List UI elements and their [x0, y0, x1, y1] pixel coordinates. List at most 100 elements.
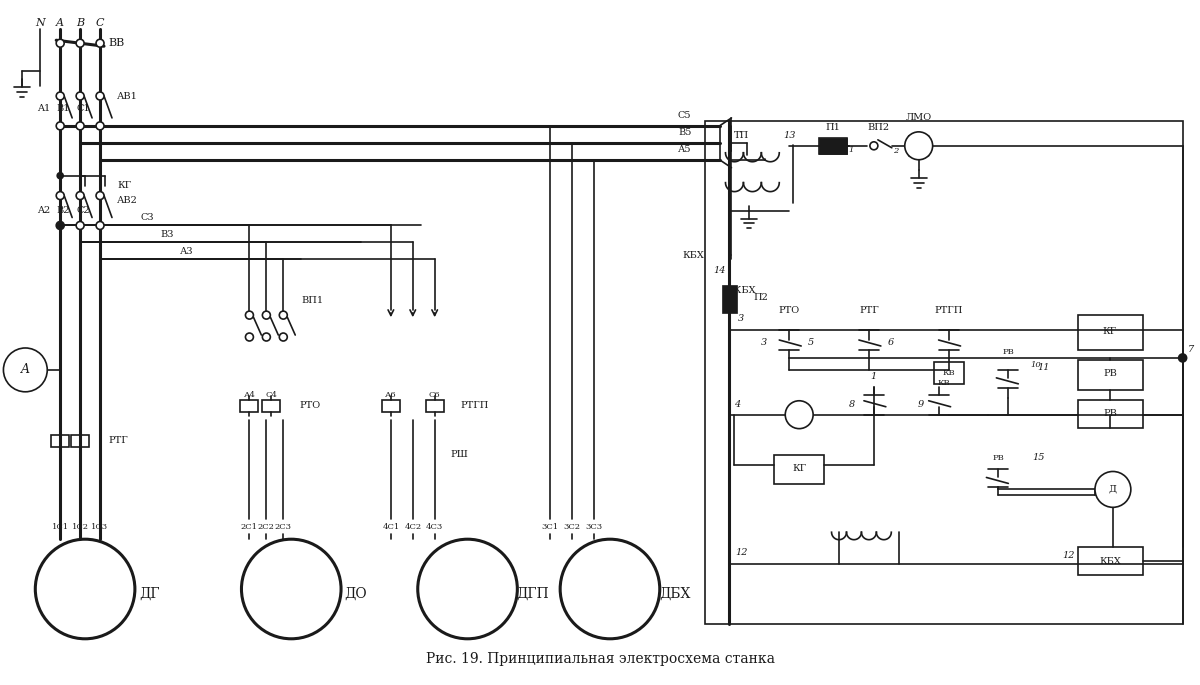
Text: —КБХ: —КБХ	[725, 286, 756, 295]
Text: С3: С3	[140, 213, 154, 222]
Text: КВ: КВ	[937, 379, 950, 387]
Circle shape	[76, 192, 84, 199]
Bar	[52, 434, 70, 447]
Circle shape	[4, 348, 47, 392]
Text: 1С1: 1С1	[52, 523, 68, 532]
Text: КГ: КГ	[792, 464, 806, 473]
Text: 1: 1	[871, 373, 877, 382]
Text: А5: А5	[678, 145, 691, 154]
Text: 4С3: 4С3	[426, 523, 443, 532]
Circle shape	[35, 539, 134, 639]
Text: 8: 8	[848, 400, 856, 409]
Circle shape	[96, 39, 104, 47]
Text: A: A	[56, 18, 64, 28]
Circle shape	[56, 92, 64, 100]
Text: A1: A1	[37, 104, 50, 114]
Text: РТГП: РТГП	[935, 306, 962, 314]
Text: 14: 14	[713, 266, 726, 275]
Text: 2: 2	[893, 147, 899, 155]
Text: A: A	[20, 363, 30, 376]
Text: C2: C2	[77, 206, 90, 215]
Text: 10: 10	[1031, 361, 1042, 369]
Text: 2С2: 2С2	[258, 523, 275, 532]
Circle shape	[246, 311, 253, 319]
Text: B2: B2	[56, 206, 70, 215]
Text: КБХ: КБХ	[1099, 557, 1121, 566]
Text: 13: 13	[782, 132, 796, 140]
Text: КГ: КГ	[116, 181, 131, 190]
Circle shape	[56, 39, 64, 47]
Text: А6: А6	[385, 390, 397, 399]
Circle shape	[560, 539, 660, 639]
Bar	[71, 434, 89, 447]
Circle shape	[76, 92, 84, 100]
Bar	[1078, 400, 1142, 427]
Circle shape	[96, 221, 104, 229]
Circle shape	[96, 192, 104, 199]
Circle shape	[263, 333, 270, 341]
Bar	[382, 400, 400, 412]
Text: ЛМО: ЛМО	[906, 114, 931, 123]
Text: Д: Д	[1109, 485, 1117, 494]
Text: ДГП: ДГП	[516, 587, 548, 601]
Text: КГ: КГ	[1103, 327, 1117, 336]
Text: 1: 1	[848, 146, 853, 154]
Bar	[240, 400, 258, 412]
Text: КБХ: КБХ	[683, 251, 704, 260]
Text: РТО: РТО	[779, 306, 799, 314]
Circle shape	[96, 122, 104, 130]
Text: 4С2: 4С2	[404, 523, 421, 532]
Text: КВ: КВ	[942, 369, 955, 377]
Text: 3С3: 3С3	[586, 523, 602, 532]
Text: А4: А4	[244, 390, 256, 399]
Text: 4С1: 4С1	[383, 523, 400, 532]
Text: П2: П2	[754, 292, 768, 301]
Text: РТО: РТО	[299, 401, 320, 410]
Text: C1: C1	[77, 104, 90, 114]
Text: РВ: РВ	[1002, 348, 1014, 356]
Text: ДО: ДО	[344, 587, 367, 601]
Circle shape	[56, 122, 64, 130]
Circle shape	[1094, 471, 1130, 508]
Circle shape	[241, 539, 341, 639]
Circle shape	[76, 122, 84, 130]
Circle shape	[785, 401, 814, 429]
Text: ВП1: ВП1	[301, 296, 323, 305]
Text: ДБХ: ДБХ	[659, 587, 690, 601]
Text: 3: 3	[761, 338, 768, 347]
Text: 1С3: 1С3	[91, 523, 108, 532]
Text: РШ: РШ	[451, 450, 468, 459]
Bar	[1078, 360, 1142, 390]
Text: РТГП: РТГП	[461, 401, 488, 410]
Text: N: N	[36, 18, 46, 28]
Bar	[426, 400, 444, 412]
Circle shape	[280, 311, 287, 319]
Bar	[721, 285, 738, 313]
Circle shape	[280, 333, 287, 341]
Circle shape	[263, 311, 270, 319]
Text: 3С1: 3С1	[541, 523, 559, 532]
Text: 12: 12	[736, 547, 748, 557]
Text: С6: С6	[428, 390, 440, 399]
Circle shape	[1178, 354, 1187, 362]
Text: АВ2: АВ2	[116, 196, 138, 205]
Text: РВ: РВ	[1103, 369, 1117, 378]
Circle shape	[58, 223, 64, 229]
Text: РВ: РВ	[992, 453, 1004, 462]
Text: 7: 7	[1188, 345, 1194, 354]
Bar	[263, 400, 281, 412]
Circle shape	[418, 539, 517, 639]
Text: РТГ: РТГ	[859, 306, 878, 314]
Text: С4: С4	[265, 390, 277, 399]
Text: Рис. 19. Принципиальная электросхема станка: Рис. 19. Принципиальная электросхема ста…	[426, 651, 774, 666]
Circle shape	[870, 142, 878, 150]
Bar	[820, 138, 847, 153]
Circle shape	[56, 221, 64, 229]
Text: 3: 3	[738, 314, 744, 323]
Text: АВ1: АВ1	[116, 92, 138, 101]
Text: 1С2: 1С2	[72, 523, 89, 532]
Text: А3: А3	[180, 247, 193, 256]
Bar	[1078, 547, 1142, 575]
Text: В5: В5	[678, 128, 691, 138]
Text: 2С1: 2С1	[241, 523, 258, 532]
